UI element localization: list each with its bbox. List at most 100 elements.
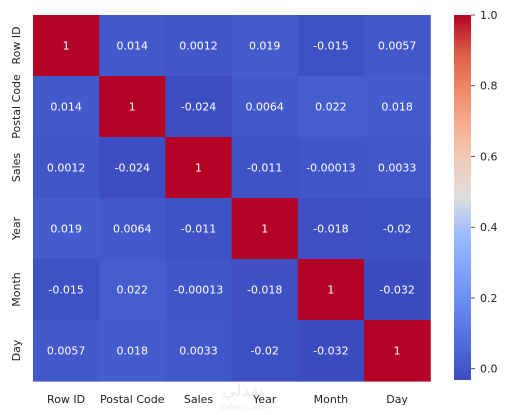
heatmap-value-label: 0.018 [117,345,149,358]
heatmap-value-label: 1 [394,345,401,358]
heatmap-cell [99,320,166,382]
heatmap-cell [231,259,299,321]
heatmap-value-label: -0.02 [250,345,278,358]
heatmap-cell [364,320,431,382]
heatmap-value-label: -0.015 [313,40,348,53]
heatmap-cell [99,76,166,138]
heatmap-cell [297,76,365,138]
heatmap-value-label: 0.0033 [378,162,417,175]
heatmap-cell [165,259,233,321]
x-tick-label: Month [314,393,349,406]
y-tick-label: Row ID [10,26,23,64]
colorbar-gradient [454,15,471,380]
heatmap-value-label: -0.032 [379,284,414,297]
heatmap-value-label: 0.0064 [113,223,152,236]
heatmap-cell [33,76,100,138]
heatmap-value-label: 0.022 [117,284,149,297]
heatmap-value-label: 1 [129,101,136,114]
heatmap-value-label: 0.018 [381,101,413,114]
watermark-url: nafezly.com [219,403,267,412]
heatmap-value-label: -0.00013 [306,162,355,175]
heatmap-value-label: 0.0057 [47,345,86,358]
colorbar: 0.0 0.2 0.4 0.6 0.8 1.0 [454,9,498,380]
heatmap-cell [297,320,365,382]
heatmap-value-label: -0.00013 [174,284,223,297]
heatmap-cell [99,15,166,77]
heatmap-cell [231,137,299,199]
colorbar-tick-label: 0.0 [480,363,498,376]
heatmap-value-label: 1 [63,40,70,53]
heatmap-value-label: 1 [327,284,334,297]
heatmap-value-label: 0.0012 [179,40,218,53]
heatmap-value-label: 0.014 [117,40,149,53]
heatmap-cell [364,137,431,199]
heatmap-value-label: 0.0033 [179,345,218,358]
x-tick-label: Postal Code [100,393,165,406]
heatmap-cell [33,320,100,382]
heatmap-cell [231,198,299,260]
heatmap-value-label: -0.011 [181,223,216,236]
heatmap-value-label: 0.014 [50,101,82,114]
x-axis-tick-labels: Row ID Postal Code Sales Year Month Day [47,393,408,406]
heatmap-value-label: -0.024 [181,101,216,114]
heatmap-cell [165,320,233,382]
y-axis-tick-labels: Row ID Postal Code Sales Year Month Day [10,26,23,361]
colorbar-tick-label: 0.4 [480,221,498,234]
heatmap-cell [364,76,431,138]
heatmap-value-label: 1 [195,162,202,175]
heatmap-cell [231,320,299,382]
y-tick-label: Sales [10,153,23,183]
heatmap-value-label: -0.011 [247,162,282,175]
heatmap-cell [99,259,166,321]
colorbar-tick-label: 0.6 [480,150,498,163]
x-tick-label: Day [386,393,408,406]
y-tick-label: Month [10,272,23,307]
watermark: نفذلي nafezly.com [219,381,267,412]
colorbar-tick-label: 0.8 [480,80,498,93]
y-tick-label: Day [10,339,23,361]
heatmap-cell [165,76,233,138]
heatmap-value-label: -0.018 [313,223,348,236]
x-tick-label: Sales [184,393,214,406]
heatmap-cell [297,198,365,260]
heatmap-cell [165,15,233,77]
heatmap-cell [364,198,431,260]
heatmap-value-label: -0.018 [247,284,282,297]
heatmap-value-label: 0.022 [315,101,347,114]
heatmap-cells [33,15,431,382]
heatmap-cell [297,15,365,77]
heatmap-cell [297,259,365,321]
heatmap-value-label: 0.0064 [245,101,284,114]
heatmap-value-label: 0.0057 [378,40,417,53]
heatmap-value-label: 1 [261,223,268,236]
heatmap-value-labels: 1 0.014 0.0012 0.019 -0.015 0.0057 0.014 1 -0.02… [47,40,417,358]
heatmap-cell [99,198,166,260]
x-tick-label: Row ID [47,393,85,406]
heatmap-cell [297,137,365,199]
heatmap-cell [33,15,100,77]
heatmap-cell [231,76,299,138]
heatmap-cell [364,15,431,77]
heatmap-cell [165,198,233,260]
heatmap-value-label: -0.015 [48,284,83,297]
x-tick-label: Year [252,393,277,406]
heatmap-value-label: 0.019 [50,223,82,236]
heatmap-cell [99,137,166,199]
heatmap-cell [165,137,233,199]
colorbar-tick-label: 0.2 [480,292,498,305]
heatmap-cell [33,137,100,199]
heatmap-cell [231,15,299,77]
watermark-arabic: نفذلي [222,381,264,401]
y-tick-label: Postal Code [10,74,23,139]
y-tick-label: Year [10,216,23,241]
colorbar-tick-label: 1.0 [480,9,498,22]
heatmap-cell [33,259,100,321]
heatmap-cell [33,198,100,260]
heatmap-value-label: -0.024 [115,162,150,175]
heatmap-value-label: 0.019 [249,40,281,53]
heatmap-value-label: 0.0012 [47,162,86,175]
heatmap-cell [364,259,431,321]
heatmap-value-label: -0.032 [313,345,348,358]
heatmap-value-label: -0.02 [383,223,411,236]
